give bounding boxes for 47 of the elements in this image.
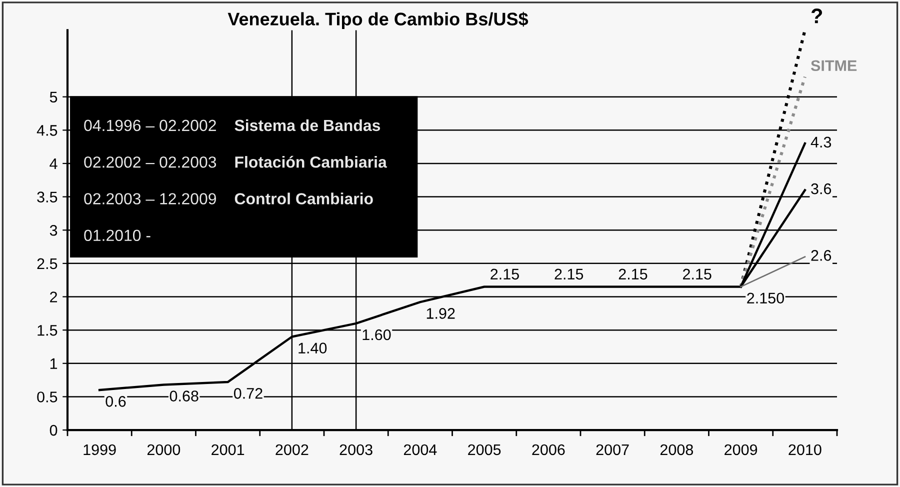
x-tick-label: 2005	[468, 444, 501, 456]
data-label: 2.15	[554, 268, 584, 280]
series-label: ?	[811, 8, 822, 24]
data-label: 2.15	[683, 268, 712, 280]
y-tick-label: 1.5	[38, 325, 58, 336]
chart-title: Venezuela. Tipo de Cambio Bs/US$	[228, 12, 528, 30]
data-label: 1.40	[298, 342, 327, 354]
x-tick-label: 2008	[660, 444, 694, 456]
x-tick-label: 2007	[596, 444, 629, 456]
y-tick-label: 2.5	[37, 258, 58, 270]
x-tick-label: 2000	[147, 444, 180, 456]
y-tick-label: 4.5	[36, 125, 58, 136]
y-tick-label: 3	[50, 224, 58, 236]
annotation: 02.2003 – 12.2009	[84, 193, 216, 204]
x-tick-label: 2009	[724, 444, 758, 456]
annotation: 02.2002 – 02.2003	[84, 156, 216, 168]
x-tick-label: 1999	[84, 444, 116, 456]
data-label: 0.72	[234, 388, 262, 399]
y-tick-label: 0	[50, 424, 58, 436]
data-label: 3.6	[811, 183, 832, 194]
data-label: 2.6	[811, 250, 832, 261]
x-tick-label: 2001	[212, 444, 244, 456]
data-label: 0.68	[170, 390, 198, 402]
data-label: 2.150	[747, 292, 784, 304]
x-tick-label: 2003	[340, 444, 372, 456]
y-tick-label: 5	[50, 92, 58, 103]
annotation: Flotación Cambiaria	[235, 156, 387, 168]
data-label: 4.3	[810, 136, 832, 148]
y-tick-label: 0.5	[37, 392, 58, 402]
annotation: Control Cambiario	[234, 192, 373, 204]
x-tick-label: 2004	[404, 444, 437, 456]
data-label: 2.15	[490, 268, 519, 280]
annotation: 04.1996 – 02.2002	[84, 120, 216, 132]
y-tick-label: 1	[50, 358, 58, 369]
x-tick-label: 2002	[276, 444, 308, 456]
annotation: 01.2010 -	[84, 230, 150, 242]
data-label: 2.15	[618, 268, 648, 280]
y-tick-label: 3.5	[37, 192, 58, 202]
data-label: 0.6	[106, 396, 126, 407]
data-label: 1.60	[362, 329, 391, 340]
annotation: Sistema de Bandas	[234, 119, 380, 132]
data-label: 1.92	[426, 308, 455, 319]
series-label: SITME	[810, 60, 857, 72]
x-tick-label: 2006	[532, 444, 565, 456]
y-tick-label: 4	[50, 158, 58, 170]
y-tick-label: 2	[50, 292, 58, 302]
x-tick-label: 2010	[788, 444, 822, 456]
